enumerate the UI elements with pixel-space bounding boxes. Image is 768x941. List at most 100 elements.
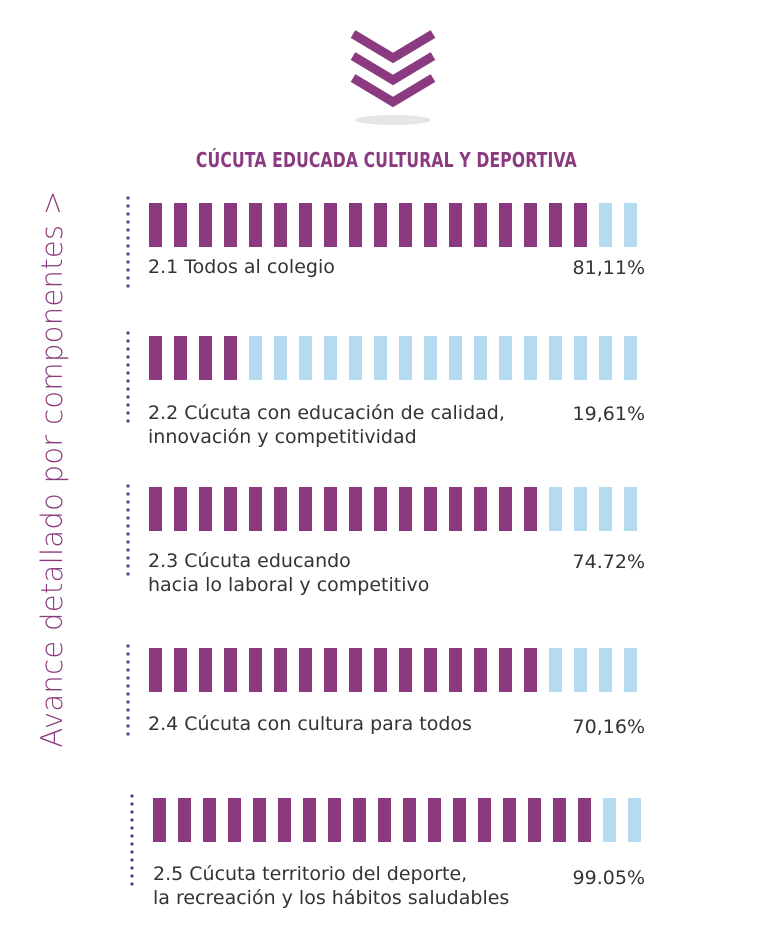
bar-segment-filled <box>578 798 591 842</box>
bar-segment-filled <box>174 203 187 247</box>
bar-value: 70,16% <box>572 716 645 738</box>
bar-segment-filled <box>274 203 287 247</box>
separator-dot <box>130 802 134 806</box>
separator-dot <box>126 347 130 351</box>
separator-dot <box>130 858 134 862</box>
separator-dot <box>126 556 130 560</box>
bar-segment-filled <box>474 203 487 247</box>
bar-segment-filled <box>224 648 237 692</box>
page-title: CÚCUTA EDUCADA CULTURAL Y DEPORTIVA <box>195 148 577 172</box>
bar-segment-filled <box>299 487 312 531</box>
bar-segment-filled <box>524 648 537 692</box>
bar-segment-filled <box>228 798 241 842</box>
separator-dot <box>126 228 130 232</box>
separator-dot <box>126 652 130 656</box>
separator-dot <box>126 564 130 568</box>
bar-segment-filled <box>303 798 316 842</box>
separator-dot <box>126 276 130 280</box>
bar-segment-empty <box>374 336 387 380</box>
bar-segment-empty <box>599 336 612 380</box>
bar-segment-filled <box>174 487 187 531</box>
bar-segment-empty <box>549 487 562 531</box>
separator-dot <box>126 708 130 712</box>
bar-label: 2.1 Todos al colegio <box>148 255 335 279</box>
bar-value: 19,61% <box>572 403 645 425</box>
separator-dot <box>126 540 130 544</box>
bar-segment-empty <box>324 336 337 380</box>
separator-dot <box>126 676 130 680</box>
bar-segment-filled <box>424 203 437 247</box>
bar-segment-filled <box>449 487 462 531</box>
bar-segment-empty <box>574 648 587 692</box>
separator-dot <box>130 850 134 854</box>
separator-dot <box>126 355 130 359</box>
separator-dot <box>126 692 130 696</box>
separator-dot <box>126 684 130 688</box>
bar-value: 74.72% <box>572 551 645 573</box>
separator-dot <box>126 196 130 200</box>
bar-segment-filled <box>524 203 537 247</box>
bar-segment-filled <box>499 487 512 531</box>
separator-dot <box>126 339 130 343</box>
bar-segment-empty <box>628 798 641 842</box>
bar-segment-filled <box>499 648 512 692</box>
bar-segment-filled <box>474 487 487 531</box>
bar-segment-filled <box>328 798 341 842</box>
separator-dot <box>126 403 130 407</box>
separator-dot <box>126 204 130 208</box>
separator-dot <box>130 834 134 838</box>
separator-dot <box>126 668 130 672</box>
bar-segment-empty <box>574 487 587 531</box>
separator-dot <box>126 363 130 367</box>
separator-dot <box>126 371 130 375</box>
bar-segment-filled <box>378 798 391 842</box>
separator-dot <box>126 572 130 576</box>
bar-label-line1: 2.5 Cúcuta territorio del deporte, <box>153 863 468 885</box>
bar-segment-filled <box>349 487 362 531</box>
separator-dot <box>130 842 134 846</box>
bar-segment-empty <box>349 336 362 380</box>
separator-dot <box>126 419 130 423</box>
bar-segment-filled <box>199 648 212 692</box>
separator-dot <box>130 882 134 886</box>
bar-segment-filled <box>299 203 312 247</box>
bar-segment-empty <box>599 648 612 692</box>
bar-segment-filled <box>199 336 212 380</box>
bar-segment-filled <box>399 648 412 692</box>
separator-dot <box>126 379 130 383</box>
bar-segment-empty <box>249 336 262 380</box>
bar-segment-filled <box>224 203 237 247</box>
separator-dot <box>130 826 134 830</box>
bar-segment-empty <box>424 336 437 380</box>
separator-dot <box>126 331 130 335</box>
separator-dot <box>126 524 130 528</box>
bar-label-line1: 2.1 Todos al colegio <box>148 256 335 278</box>
bar-segment-filled <box>149 203 162 247</box>
separator-dot <box>126 660 130 664</box>
bar-label: 2.5 Cúcuta territorio del deporte, la re… <box>153 862 509 910</box>
bar-segment-filled <box>449 648 462 692</box>
bar-segment-empty <box>599 203 612 247</box>
bar-segment-filled <box>478 798 491 842</box>
bar-segment-filled <box>449 203 462 247</box>
separator-dot <box>126 548 130 552</box>
bar-segment-filled <box>249 203 262 247</box>
bar-segment-empty <box>603 798 616 842</box>
separator-dot <box>126 500 130 504</box>
separator-dot <box>126 724 130 728</box>
separator-dot <box>130 810 134 814</box>
bar-segment-filled <box>424 487 437 531</box>
separator-dot <box>126 236 130 240</box>
separator-dot <box>126 644 130 648</box>
bar-segment-filled <box>399 487 412 531</box>
bar-segment-empty <box>574 336 587 380</box>
bar-segment-filled <box>274 487 287 531</box>
bar-segment-filled <box>149 487 162 531</box>
bar-segment-filled <box>178 798 191 842</box>
bar-segment-filled <box>574 203 587 247</box>
separator-dot <box>126 508 130 512</box>
separator-dot <box>126 252 130 256</box>
bar-value: 99.05% <box>572 867 645 889</box>
separator-dot <box>126 732 130 736</box>
